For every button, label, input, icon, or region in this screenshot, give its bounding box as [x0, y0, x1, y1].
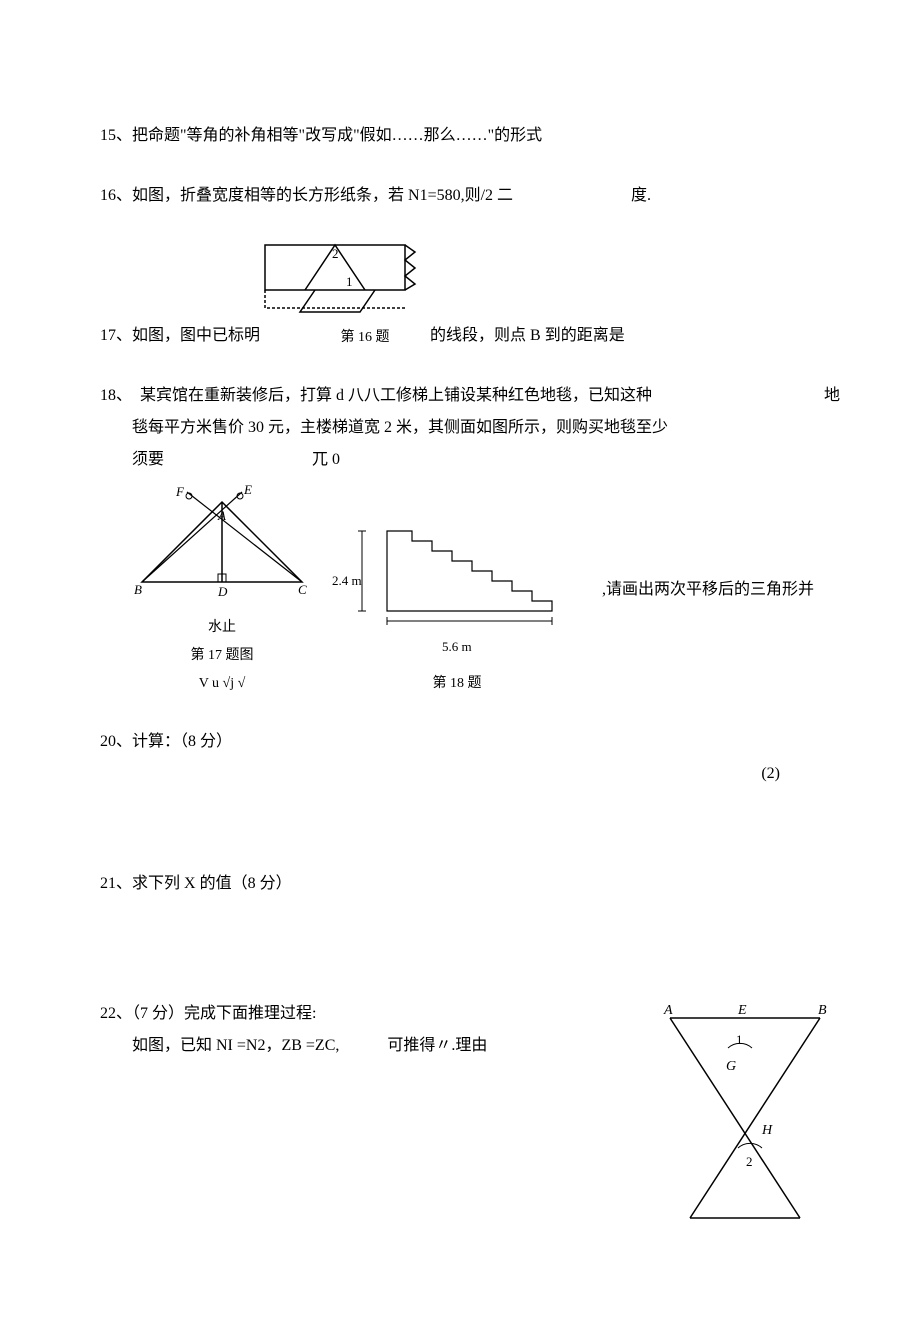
q20-num: 20、: [100, 733, 132, 750]
question-21: 21、求下列 X 的值（8 分）: [100, 868, 840, 900]
q22-num: 22、: [100, 1005, 132, 1022]
q20-sub: (2): [100, 758, 840, 790]
q17-num: 17、: [100, 320, 132, 352]
q22-text-b: 如图，已知 NI =N2，ZB =ZC,: [132, 1037, 339, 1054]
svg-text:H: H: [761, 1123, 773, 1138]
question-15: 15、把命题"等角的补角相等"改写成"假如……那么……"的形式: [100, 120, 840, 152]
figure-16: 2 1 第 16 题: [260, 240, 430, 352]
svg-text:B: B: [818, 1003, 827, 1018]
svg-text:A: A: [217, 508, 226, 523]
q18-num: 18、: [100, 387, 132, 404]
fig16-label-2: 2: [332, 246, 339, 261]
q18-line3a: 须要: [132, 451, 164, 468]
q16-text-b: 度.: [631, 187, 651, 204]
svg-text:F: F: [175, 484, 185, 499]
q15-text: 把命题"等角的补角相等"改写成"假如……那么……"的形式: [132, 127, 542, 144]
q22-text-a: （7 分）完成下面推理过程:: [132, 1005, 316, 1022]
svg-text:C: C: [298, 582, 307, 597]
q18-line1b: 地: [824, 380, 840, 412]
svg-text:A: A: [663, 1003, 673, 1018]
svg-text:D: D: [217, 584, 228, 599]
fig17-caption: 第 17 题图: [132, 642, 312, 670]
fig18-w: 5.6 m: [442, 634, 492, 660]
svg-text:2: 2: [746, 1154, 753, 1169]
svg-text:B: B: [134, 582, 142, 597]
fig16-label-1: 1: [346, 274, 353, 289]
svg-text:1: 1: [736, 1032, 743, 1047]
q18-trail: ,请画出两次平移后的三角形并: [602, 574, 814, 606]
svg-text:E: E: [243, 482, 252, 497]
question-20: 20、计算：（8 分） (2): [100, 726, 840, 790]
figure-17: A B C D E F 水止 第 17 题图 V u √j √: [132, 482, 312, 698]
q21-text: 求下列 X 的值（8 分）: [132, 875, 292, 892]
fig17-sub: 水止: [132, 614, 312, 642]
q16-num: 16、: [100, 187, 132, 204]
fig18-h: 2.4 m: [332, 568, 372, 594]
q18-line2: 毯每平方米售价 30 元，主楼梯道宽 2 米，其侧面如图所示，则购买地毯至少: [100, 412, 840, 444]
q18-line3b: 兀 0: [312, 451, 340, 468]
question-18: 18、 某宾馆在重新装修后，打算 d 八八工修梯上铺设某种红色地毯，已知这种 地…: [100, 380, 840, 698]
question-17: 17、如图，图中已标明 2 1 第 16 题 的线段，则点 B 到的距离是: [100, 240, 840, 352]
q15-num: 15、: [100, 127, 132, 144]
q17-text-a: 如图，图中已标明: [132, 320, 260, 352]
svg-text:G: G: [726, 1059, 736, 1074]
q16-text-a: 如图，折叠宽度相等的长方形纸条，若 N1=580,则/2 二: [132, 187, 513, 204]
q20-text: 计算：（8 分）: [132, 733, 232, 750]
q17-text-b: 的线段，则点 B 到的距离是: [430, 320, 625, 352]
question-16: 16、如图，折叠宽度相等的长方形纸条，若 N1=580,则/2 二 度.: [100, 180, 840, 212]
figure-18: 2.4 m 5.6 m 第 18 题: [342, 516, 572, 698]
svg-text:E: E: [737, 1003, 747, 1018]
fig18-caption: 第 18 题: [342, 670, 572, 698]
q21-num: 21、: [100, 875, 132, 892]
fig17-extra: V u √j √: [132, 670, 312, 698]
question-22: 22、（7 分）完成下面推理过程: 如图，已知 NI =N2，ZB =ZC, 可…: [100, 998, 840, 1240]
figure-22: A E B 1 G H 2: [650, 998, 840, 1240]
q18-line1a: 某宾馆在重新装修后，打算 d 八八工修梯上铺设某种红色地毯，已知这种: [140, 387, 652, 404]
q22-text-c: 可推得〃.理由: [387, 1037, 487, 1054]
